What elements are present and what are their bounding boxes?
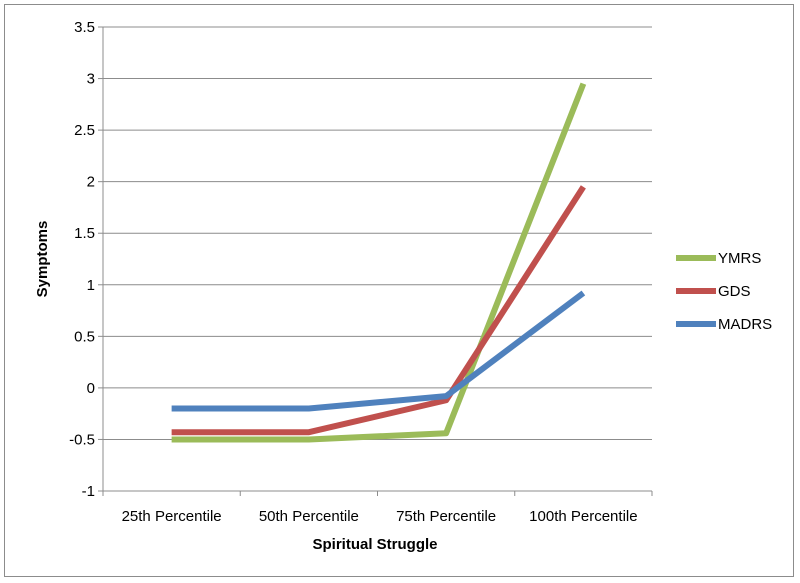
y-tick-label: 1.5 bbox=[74, 225, 95, 242]
legend-label-ymrs: YMRS bbox=[718, 250, 761, 267]
y-axis-title: Symptoms bbox=[34, 221, 51, 298]
axes bbox=[98, 26, 653, 496]
x-tick-label: 100th Percentile bbox=[529, 508, 637, 525]
legend: YMRS GDS MADRS bbox=[676, 250, 772, 333]
x-tick-label: 50th Percentile bbox=[259, 508, 359, 525]
legend-label-madrs: MADRS bbox=[718, 316, 772, 333]
series-line-gds bbox=[171, 185, 586, 436]
y-tick-label: 0.5 bbox=[74, 328, 95, 345]
chart-frame bbox=[4, 4, 794, 577]
series-lines bbox=[171, 82, 587, 443]
legend-label-gds: GDS bbox=[718, 283, 751, 300]
y-tick-label: 1 bbox=[87, 277, 95, 294]
y-tick-label: 2.5 bbox=[74, 122, 95, 139]
x-tick-labels: 25th Percentile 50th Percentile 75th Perce… bbox=[122, 508, 638, 525]
y-tick-label: -1 bbox=[82, 483, 95, 500]
y-tick-label: -0.5 bbox=[69, 431, 95, 448]
gridlines bbox=[103, 26, 652, 492]
x-axis-title: Spiritual Struggle bbox=[312, 536, 437, 553]
y-tick-labels: 3.5 3 2.5 2 1.5 1 0.5 0 -0.5 -1 bbox=[69, 19, 95, 500]
y-tick-label: 2 bbox=[87, 174, 95, 191]
series-line-ymrs bbox=[171, 82, 587, 443]
y-tick-label: 3.5 bbox=[74, 19, 95, 36]
x-tick-label: 25th Percentile bbox=[122, 508, 222, 525]
y-tick-label: 0 bbox=[87, 380, 95, 397]
y-tick-label: 3 bbox=[87, 71, 95, 88]
series-line-madrs bbox=[171, 290, 586, 412]
x-tick-label: 75th Percentile bbox=[396, 508, 496, 525]
